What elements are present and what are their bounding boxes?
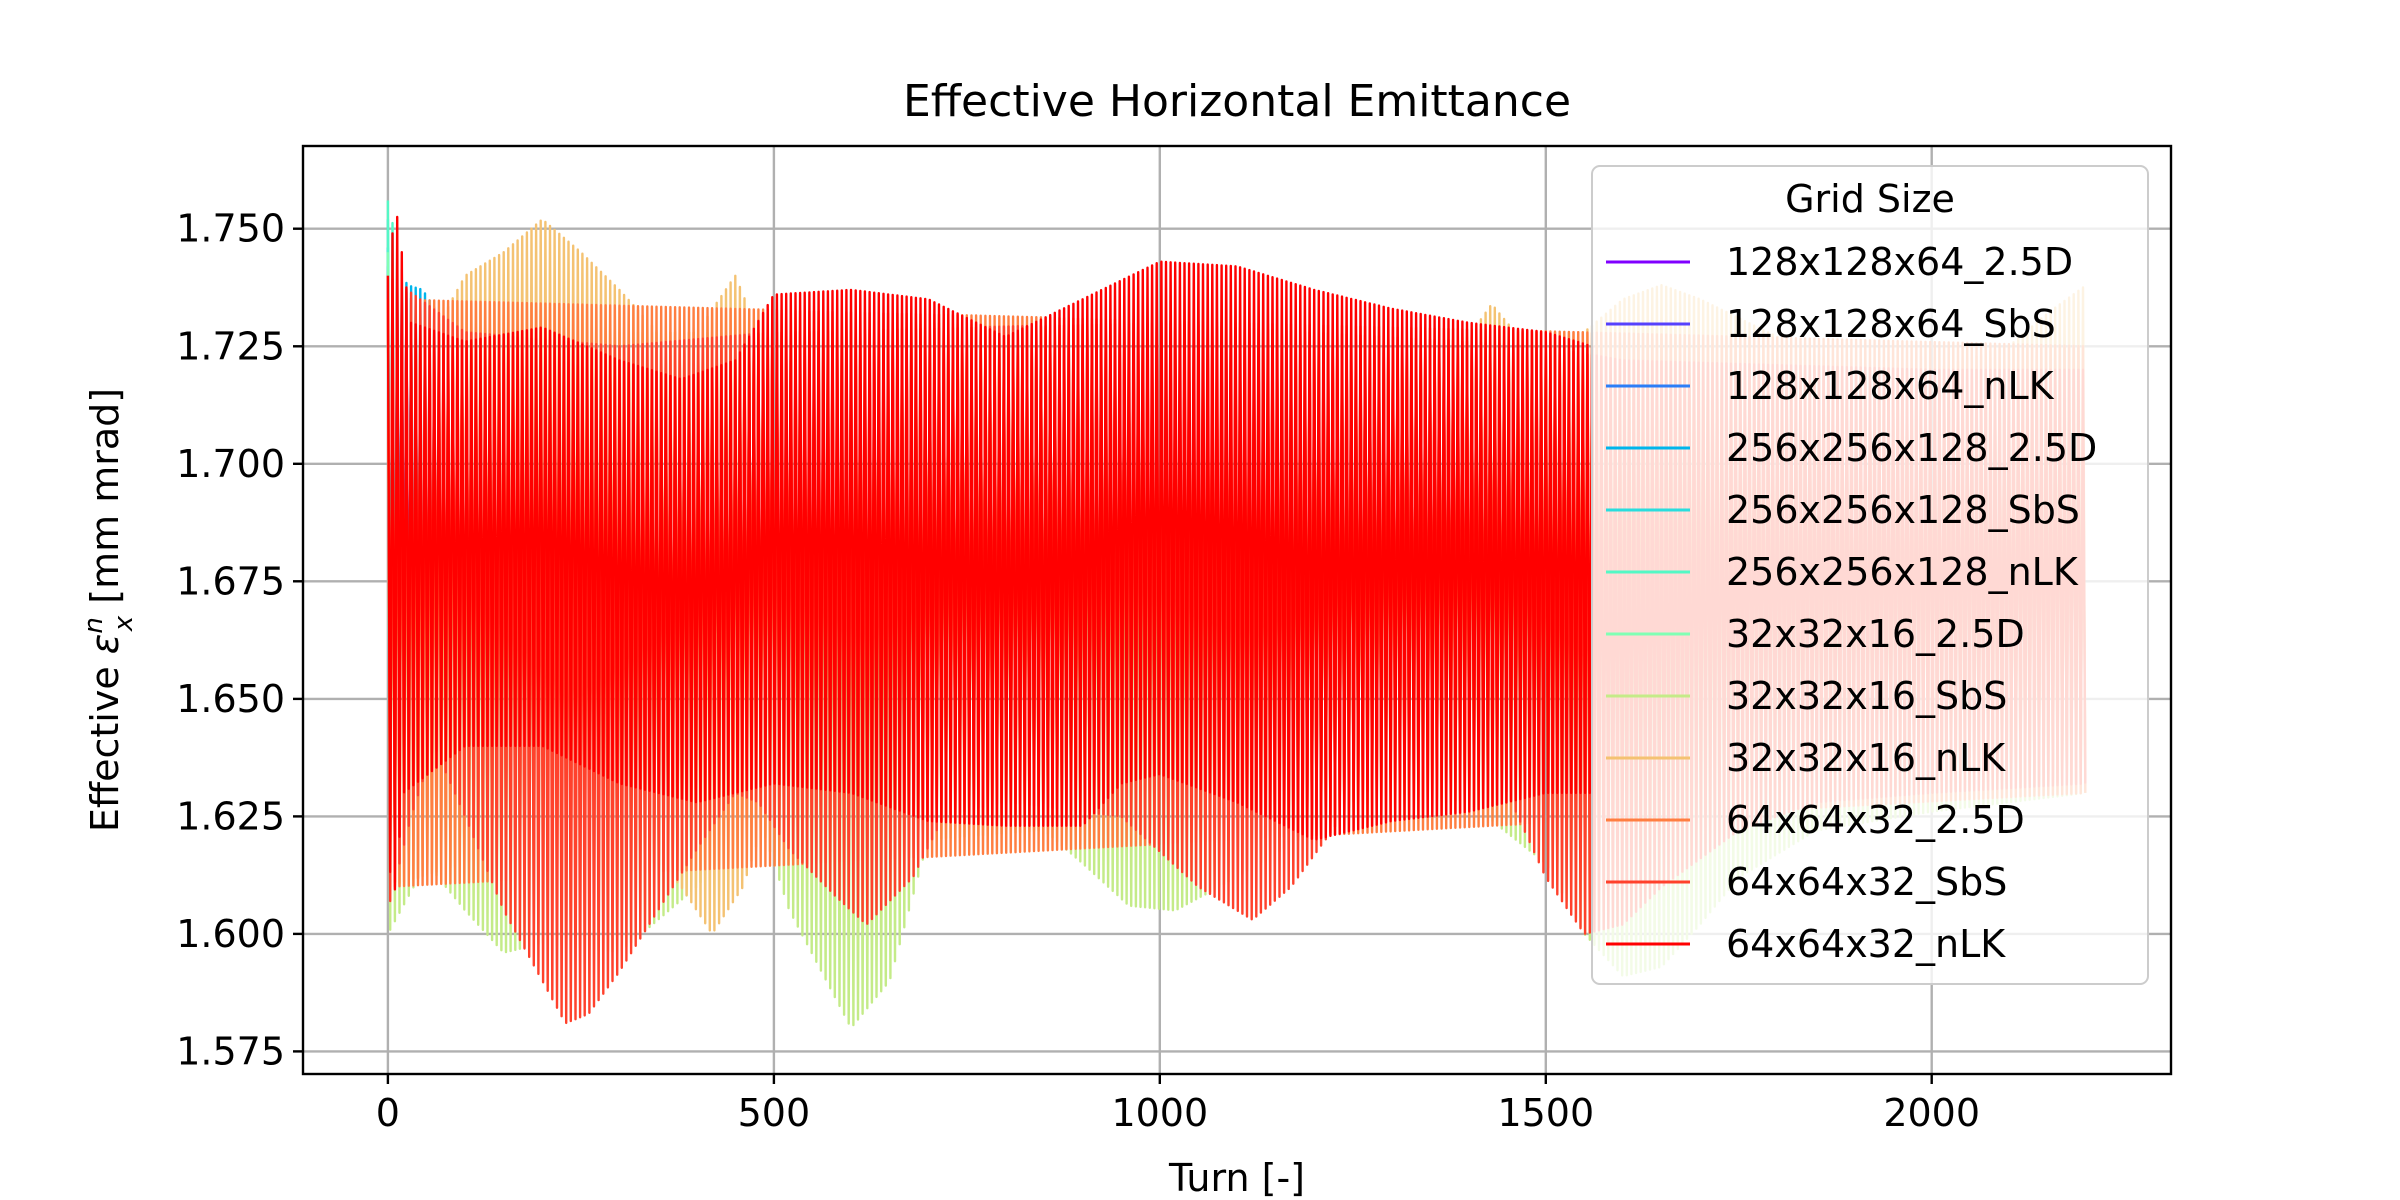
legend-label: 32x32x16_nLK: [1726, 736, 2006, 780]
legend-label: 64x64x32_SbS: [1726, 860, 2007, 904]
y-tick-label: 1.600: [176, 912, 285, 956]
y-axis-label-superscript: n: [79, 617, 109, 633]
series-line-64x64x32_nLK: [386, 215, 1594, 891]
legend-entries: 128x128x64_2.5D 128x128x64_SbS 128x128x64_…: [1606, 240, 2097, 966]
y-tick-label: 1.650: [176, 677, 285, 721]
x-tick-label: 500: [738, 1091, 811, 1135]
x-tick-label: 2000: [1883, 1091, 1980, 1135]
legend-label: 32x32x16_SbS: [1726, 674, 2007, 718]
y-tick-label: 1.675: [176, 559, 285, 603]
x-tick-label: 1000: [1111, 1091, 1208, 1135]
x-axis-label: Turn [-]: [1168, 1156, 1305, 1200]
legend: Grid Size 128x128x64_2.5D128x128x64_SbS1…: [1591, 165, 2149, 985]
y-tick-label: 1.725: [176, 324, 285, 368]
plot-frame: [301, 144, 2173, 1076]
legend-label: 256x256x128_SbS: [1726, 488, 2080, 532]
y-tick-label: 1.750: [176, 207, 285, 251]
x-tick-label: 1500: [1497, 1091, 1594, 1135]
legend-label: 32x32x16_2.5D: [1726, 612, 2025, 656]
legend-label: 64x64x32_2.5D: [1726, 798, 2025, 842]
legend-label: 128x128x64_2.5D: [1726, 240, 2073, 284]
legend-label: 128x128x64_nLK: [1726, 364, 2055, 408]
y-axis-label: Effective εnx [mm mrad]: [79, 388, 139, 832]
chart-title: Effective Horizontal Emittance: [903, 76, 1571, 127]
legend-label: 128x128x64_SbS: [1726, 302, 2056, 346]
legend-box: [1591, 165, 2149, 985]
legend-label: 64x64x32_nLK: [1726, 922, 2006, 966]
legend-label: 256x256x128_nLK: [1726, 550, 2079, 594]
y-axis-label-symbol: ε: [83, 634, 127, 655]
x-tick-label: 0: [376, 1091, 400, 1135]
legend-label: 256x256x128_2.5D: [1726, 426, 2097, 470]
y-tick-label: 1.575: [176, 1029, 285, 1073]
y-axis-label-subscript: x: [109, 615, 139, 632]
y-tick-label: 1.625: [176, 794, 285, 838]
legend-title: Grid Size: [1785, 177, 1955, 221]
y-tick-label: 1.700: [176, 442, 285, 486]
axis-ticks: 0 500 1000 1500 2000 1.575 1.600 1.625 1.650 1.67…: [176, 207, 1980, 1135]
